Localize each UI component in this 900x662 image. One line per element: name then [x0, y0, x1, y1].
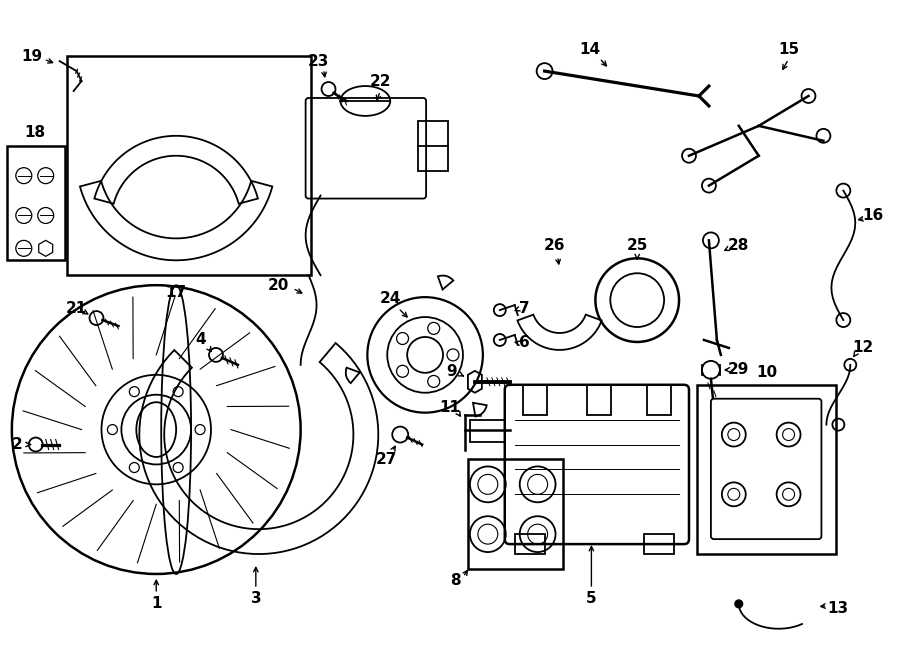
Bar: [647, 385, 671, 414]
Text: 29: 29: [728, 362, 750, 377]
Text: 15: 15: [778, 42, 799, 57]
Text: 9: 9: [446, 364, 457, 379]
Bar: [697, 385, 836, 554]
Text: 21: 21: [66, 301, 87, 316]
Text: 28: 28: [728, 238, 750, 253]
Bar: [470, 420, 505, 442]
Text: 12: 12: [852, 340, 874, 355]
Bar: [523, 385, 546, 414]
Bar: [644, 534, 674, 554]
Bar: [588, 385, 611, 414]
Text: 13: 13: [828, 601, 849, 616]
Text: 3: 3: [250, 591, 261, 606]
Text: 14: 14: [579, 42, 600, 57]
Circle shape: [734, 600, 742, 608]
Text: 10: 10: [756, 365, 778, 381]
Text: 2: 2: [12, 437, 22, 452]
Text: 8: 8: [450, 573, 460, 589]
Text: 4: 4: [195, 332, 206, 348]
Bar: [418, 121, 448, 171]
Bar: [468, 459, 562, 569]
Text: 17: 17: [166, 285, 186, 300]
Text: 19: 19: [22, 49, 42, 64]
Bar: [67, 56, 310, 275]
Text: 18: 18: [24, 125, 45, 140]
Text: 5: 5: [586, 591, 597, 606]
Bar: [515, 534, 544, 554]
Text: 26: 26: [544, 238, 565, 253]
Text: 6: 6: [519, 336, 530, 350]
Text: 11: 11: [439, 400, 461, 415]
Text: 7: 7: [519, 301, 530, 316]
Text: 1: 1: [151, 596, 161, 611]
Text: 25: 25: [626, 238, 648, 253]
Text: 23: 23: [308, 54, 329, 69]
Text: 24: 24: [380, 291, 400, 306]
Text: 27: 27: [375, 452, 397, 467]
Text: 22: 22: [370, 73, 391, 89]
Text: 16: 16: [862, 208, 884, 223]
Text: 20: 20: [268, 277, 290, 293]
Bar: [7, 146, 65, 260]
